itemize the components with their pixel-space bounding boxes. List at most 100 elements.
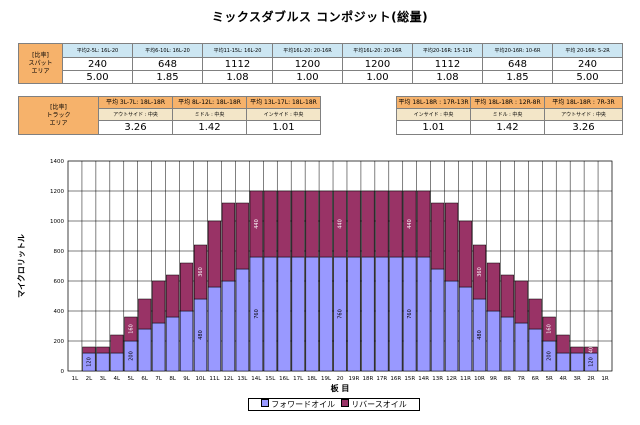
track-ratio-cell [321, 121, 397, 135]
x-tick-label: 19L [321, 376, 332, 382]
spot-ratio-cell: 5.00 [62, 70, 133, 84]
spot-header-cell: 平均6-10L: 16L-20 [132, 43, 203, 58]
spot-header-cell: 平均16L-20: 20-16R [272, 43, 343, 58]
track-header-cell: 平均 18L-18R : 7R-3R [544, 96, 623, 109]
bar-reverse-16R [389, 190, 403, 258]
bar-forward-7L [152, 322, 166, 372]
spot-volume-cell: 648 [132, 57, 203, 71]
bar-forward-17L [291, 256, 305, 372]
spot-ratio-cell: 5.00 [552, 70, 623, 84]
x-tick-label: 7R [518, 376, 525, 382]
y-tick-label: 0 [61, 369, 65, 375]
data-label: 440 [338, 219, 344, 229]
bar-forward-16R [389, 256, 403, 372]
bar-reverse-12L [221, 202, 235, 282]
bar-reverse-9L [180, 262, 194, 312]
y-tick-label: 1400 [50, 159, 64, 165]
track-label-cell: インサイド : 中央 [246, 108, 321, 121]
data-label: 40 [589, 347, 595, 353]
x-tick-label: 17L [293, 376, 304, 382]
bar-forward-6R [528, 328, 542, 372]
data-label: 760 [338, 309, 344, 319]
bar-reverse-7L [152, 280, 166, 324]
track-ratio-cell: 3.26 [544, 120, 623, 135]
data-label: 360 [477, 267, 483, 277]
track-label-cell: アウトサイド : 中央 [98, 108, 173, 121]
bar-reverse-6R [528, 298, 542, 330]
track-area-label: [比率] トラック エリア [18, 96, 99, 135]
bar-reverse-17L [291, 190, 305, 258]
bar-reverse-18R [361, 190, 375, 258]
bar-forward-11R [459, 286, 473, 372]
bar-reverse-6L [138, 298, 152, 330]
track-ratio-cell: 1.42 [470, 120, 545, 135]
data-label: 760 [407, 309, 413, 319]
y-tick-label: 400 [54, 309, 65, 315]
data-label: 120 [86, 357, 92, 367]
track-ratio-cell: 3.26 [98, 120, 173, 135]
bar-reverse-10R [472, 244, 487, 300]
spot-header-cell: 平均11-15L: 16L-20 [202, 43, 273, 58]
legend-forward: フォワードオイル [261, 399, 335, 410]
track-header-cell [321, 97, 397, 109]
bar-forward-13R [431, 268, 445, 372]
y-tick-label: 800 [54, 249, 65, 255]
bar-forward-3R [570, 352, 584, 372]
x-tick-label: 1R [601, 376, 608, 382]
track-label-cell: インサイド : 中央 [396, 108, 471, 121]
spot-ratio-cell: 1.08 [412, 70, 483, 84]
x-tick-label: 9L [183, 376, 190, 382]
bar-reverse-2L [82, 346, 96, 354]
bar-reverse-15R [403, 190, 417, 258]
bar-reverse-11R [459, 220, 473, 288]
legend-reverse-label: リバースオイル [351, 400, 407, 409]
x-tick-label: 12L [223, 376, 234, 382]
data-label: 160 [128, 324, 134, 334]
spot-volume-cell: 1112 [202, 57, 273, 71]
bar-forward-6L [138, 328, 152, 372]
spot-header-cell: 平均2-5L: 16L-20 [62, 43, 133, 58]
spot-header-cell: 平均 20-16R: 5-2R [552, 43, 623, 58]
spot-volume-cell: 648 [482, 57, 553, 71]
y-tick-label: 1000 [50, 219, 64, 225]
y-axis-title: マイクロリットル [16, 234, 26, 298]
bar-forward-19L [319, 256, 333, 372]
chart-legend: フォワードオイル リバースオイル [248, 398, 420, 411]
spot-ratio-cell: 1.00 [272, 70, 343, 84]
x-tick-label: 10L [195, 376, 206, 382]
bar-reverse-13L [235, 202, 249, 270]
spot-ratio-cell: 1.08 [202, 70, 273, 84]
x-tick-label: 6R [532, 376, 539, 382]
bar-reverse-20 [333, 190, 347, 258]
x-tick-label: 14L [251, 376, 262, 382]
bar-reverse-11L [207, 220, 221, 288]
bar-reverse-13R [431, 202, 445, 270]
y-tick-label: 600 [54, 279, 65, 285]
x-tick-label: 16L [279, 376, 290, 382]
data-label: 440 [407, 219, 413, 229]
x-tick-label: 7L [155, 376, 162, 382]
bar-forward-4R [556, 352, 570, 372]
track-header-cell: 平均 3L-7L: 18L-18R [98, 96, 173, 109]
bar-forward-11L [207, 286, 221, 372]
bar-reverse-19L [319, 190, 333, 258]
bar-forward-4L [110, 352, 124, 372]
track-ratio-cell: 1.01 [246, 120, 321, 135]
bar-forward-3L [96, 352, 110, 372]
spot-header-cell: 平均20-16R: 10-6R [482, 43, 553, 58]
x-tick-label: 17R [376, 376, 387, 382]
bar-forward-17R [375, 256, 389, 372]
x-tick-label: 15R [404, 376, 415, 382]
track-header-cell: 平均 8L-12L: 18L-18R [172, 96, 247, 109]
bar-reverse-2R [584, 346, 598, 354]
bar-reverse-8R [500, 274, 514, 318]
x-tick-label: 11R [460, 376, 471, 382]
x-tick-label: 9R [490, 376, 497, 382]
bar-forward-15L [263, 256, 277, 372]
spot-volume-cell: 1200 [342, 57, 413, 71]
x-tick-label: 13L [237, 376, 248, 382]
track-ratio-cell: 1.01 [396, 120, 471, 135]
spot-volume-cell: 240 [62, 57, 133, 71]
track-label-cell: ミドル : 中央 [470, 108, 545, 121]
x-tick-label: 13R [432, 376, 443, 382]
